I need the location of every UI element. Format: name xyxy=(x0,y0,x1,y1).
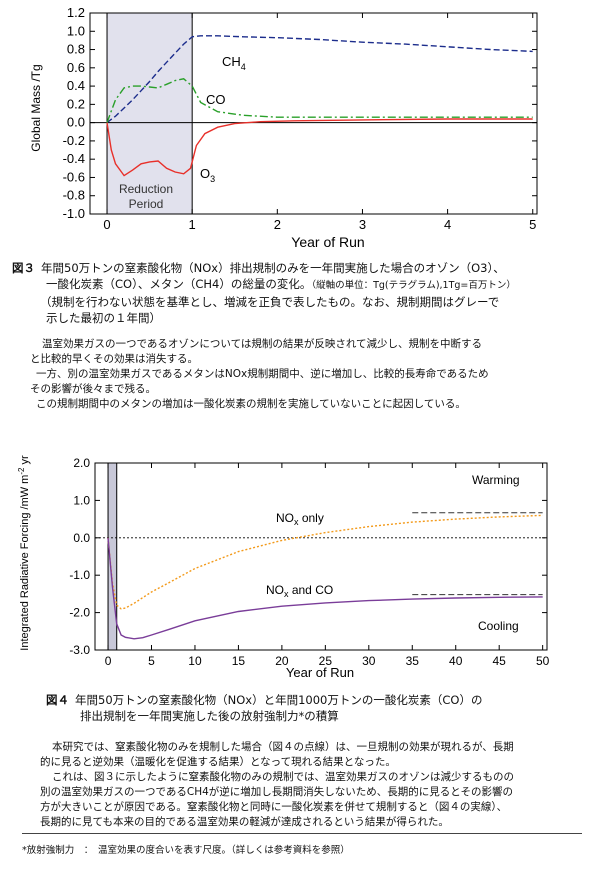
reduction-period-shade xyxy=(107,13,193,214)
x-tick-label: 5 xyxy=(529,217,536,232)
y-tick-label: 0.6 xyxy=(67,60,85,75)
plot-frame xyxy=(89,12,538,215)
chart1-ylabel: Global Mass /Tg xyxy=(29,64,43,151)
y-tick-label: 1.2 xyxy=(67,5,85,20)
para2-line: これは、図３に示したように窒素酸化物のみの規制では、温室効果ガスのオゾンは減少す… xyxy=(52,771,514,783)
x-tick-label: 0 xyxy=(105,654,112,668)
figure3-caption-line4: 示した最初の１年間） xyxy=(46,311,161,325)
para1-line: 温室効果ガスの一つであるオゾンについては規制の結果が反映されて減少し、規制を中断… xyxy=(42,338,483,350)
y-tick-label: -1.0 xyxy=(69,568,90,582)
nox-and-co-label: NOx and CO xyxy=(266,583,333,599)
figure3-caption: 図３ 年間50万トンの窒素酸化物（NOx）排出規制のみを一年間実施した場合のオゾン… xyxy=(12,260,592,326)
co-label: CO xyxy=(206,92,226,107)
series-o3 xyxy=(106,118,533,177)
para1-line: と比較的早くその効果は消失する。 xyxy=(30,353,198,365)
y-tick-label: -3.0 xyxy=(69,643,90,657)
y-tick-label: 0.0 xyxy=(73,531,90,545)
x-tick-label: 45 xyxy=(493,654,507,668)
para2-line: 別の温室効果ガスの一つであるCH4が逆に増加し長期間消失しないため、長期的に見る… xyxy=(40,786,513,798)
x-tick-label: 50 xyxy=(536,654,550,668)
para1-line: この規制期間中のメタンの増加は一酸化炭素の規制を実施していないことに起因している… xyxy=(36,398,466,410)
footnote: *放射強制力 ： 温室効果の度合いを表す尺度。（詳しくは参考資料を参照） xyxy=(22,833,582,856)
x-tick-label: 25 xyxy=(319,654,333,668)
nox-only-label: NOx only xyxy=(276,511,324,527)
reduction-period-label: Reduction Period xyxy=(119,182,173,211)
chart1-xlabel: Year of Run xyxy=(291,234,364,250)
series-ch4 xyxy=(106,35,533,124)
x-tick-label: 20 xyxy=(275,654,289,668)
para2-line: 本研究では、窒素酸化物のみを規制した場合（図４の点線）は、一旦規制の効果が現れる… xyxy=(52,741,514,753)
footnote-text: *放射強制力 ： 温室効果の度合いを表す尺度。（詳しくは参考資料を参照） xyxy=(22,845,350,856)
x-tick-label: 5 xyxy=(148,654,155,668)
series-co xyxy=(106,78,533,123)
y-tick-label: -0.6 xyxy=(63,169,85,184)
y-tick-label: 0.4 xyxy=(67,78,85,93)
x-tick-label: 2 xyxy=(274,217,281,232)
cooling-label: Cooling xyxy=(478,619,519,633)
figure3-chart: -1.0 -0.8 -0.6 -0.4 -0.2 0.0 0.2 0.4 0.6 0.8 1.0 1.… xyxy=(29,5,538,250)
x-tick-label: 4 xyxy=(444,217,451,232)
figure3-caption-line2: 一酸化炭素（CO）、メタン（CH4）の総量の変化。 xyxy=(46,277,312,291)
para2-line: 方が大きいことが原因である。窒素酸化物と同時に一酸化炭素を併せて規制すると（図４… xyxy=(40,801,508,813)
paragraph-conclusion: 本研究では、窒素酸化物のみを規制した場合（図４の点線）は、一旦規制の効果が現れる… xyxy=(40,740,592,830)
plot-frame xyxy=(94,462,548,651)
para2-line: 長期的に見ても本来の目的である温室効果の軽減が達成されるという結果が得られた。 xyxy=(40,816,449,828)
x-tick-label: 40 xyxy=(449,654,463,668)
y-tick-label: -0.4 xyxy=(63,151,85,166)
figure4-caption-line2: 排出規制を一年間実施した後の放射強制力*の積算 xyxy=(80,709,339,723)
y-tick-label: 0.0 xyxy=(67,115,85,130)
figure4-caption-line1: 年間50万トンの窒素酸化物（NOx）と年間1000万トンの一酸化炭素（CO）の xyxy=(75,693,483,707)
para2-line: 的に見ると逆効果（温暖化を促進する結果）となって現れる結果となった。 xyxy=(40,756,396,768)
paragraph-ozone-methane: 温室効果ガスの一つであるオゾンについては規制の結果が反映されて減少し、規制を中断… xyxy=(30,337,590,412)
x-tick-label: 35 xyxy=(406,654,420,668)
figure4-caption: 図４ 年間50万トンの窒素酸化物（NOx）と年間1000万トンの一酸化炭素（CO）… xyxy=(46,692,586,724)
warming-label: Warming xyxy=(472,473,520,487)
figure3-caption-line3: （規制を行わない状態を基準とし、増減を正負で表したもの。なお、規制期間はグレーで xyxy=(40,295,500,309)
chart2-xlabel: Year of Run xyxy=(286,665,354,680)
figure3-number: 図３ xyxy=(12,261,35,275)
x-tick-label: 0 xyxy=(103,217,110,232)
ch4-label: CH4 xyxy=(222,54,246,72)
series-nox-and-co xyxy=(107,537,543,640)
figure4-number: 図４ xyxy=(46,693,69,707)
y-tick-label: -1.0 xyxy=(63,206,85,221)
y-tick-label: -0.8 xyxy=(63,188,85,203)
figure4-chart: -3.0 -2.0 -1.0 0.0 1.0 2.0 0 5 10 15 20 25 30 35 40 45 5… xyxy=(17,455,550,680)
series-nox-only xyxy=(107,514,543,610)
figure3-caption-line1: 年間50万トンの窒素酸化物（NOx）排出規制のみを一年間実施した場合のオゾン（O… xyxy=(41,261,505,275)
para1-line: 一方、別の温室効果ガスであるメタンはNOx規制期間中、逆に増加し、比較的長寿命で… xyxy=(36,368,489,380)
y-tick-label: -2.0 xyxy=(69,606,90,620)
para1-line: その影響が後々まで残る。 xyxy=(30,383,156,395)
y-tick-label: 2.0 xyxy=(73,456,90,470)
x-tick-label: 30 xyxy=(362,654,376,668)
x-tick-label: 1 xyxy=(189,217,196,232)
y-tick-label: 0.8 xyxy=(67,42,85,57)
y-tick-label: 0.2 xyxy=(67,96,85,111)
o3-label: O3 xyxy=(200,166,215,184)
figure3-caption-units: （縦軸の単位：Tg(テラグラム),1Tg=百万トン） xyxy=(311,280,516,291)
chart2-ylabel: Integrated Radiative Forcing /mW m-2 yr xyxy=(17,455,31,651)
y-tick-label: -0.2 xyxy=(63,133,85,148)
x-tick-label: 10 xyxy=(188,654,202,668)
x-tick-label: 15 xyxy=(232,654,246,668)
x-tick-label: 3 xyxy=(359,217,366,232)
y-tick-label: 1.0 xyxy=(73,493,90,507)
y-tick-label: 1.0 xyxy=(67,23,85,38)
regulation-year-shade xyxy=(108,463,117,650)
